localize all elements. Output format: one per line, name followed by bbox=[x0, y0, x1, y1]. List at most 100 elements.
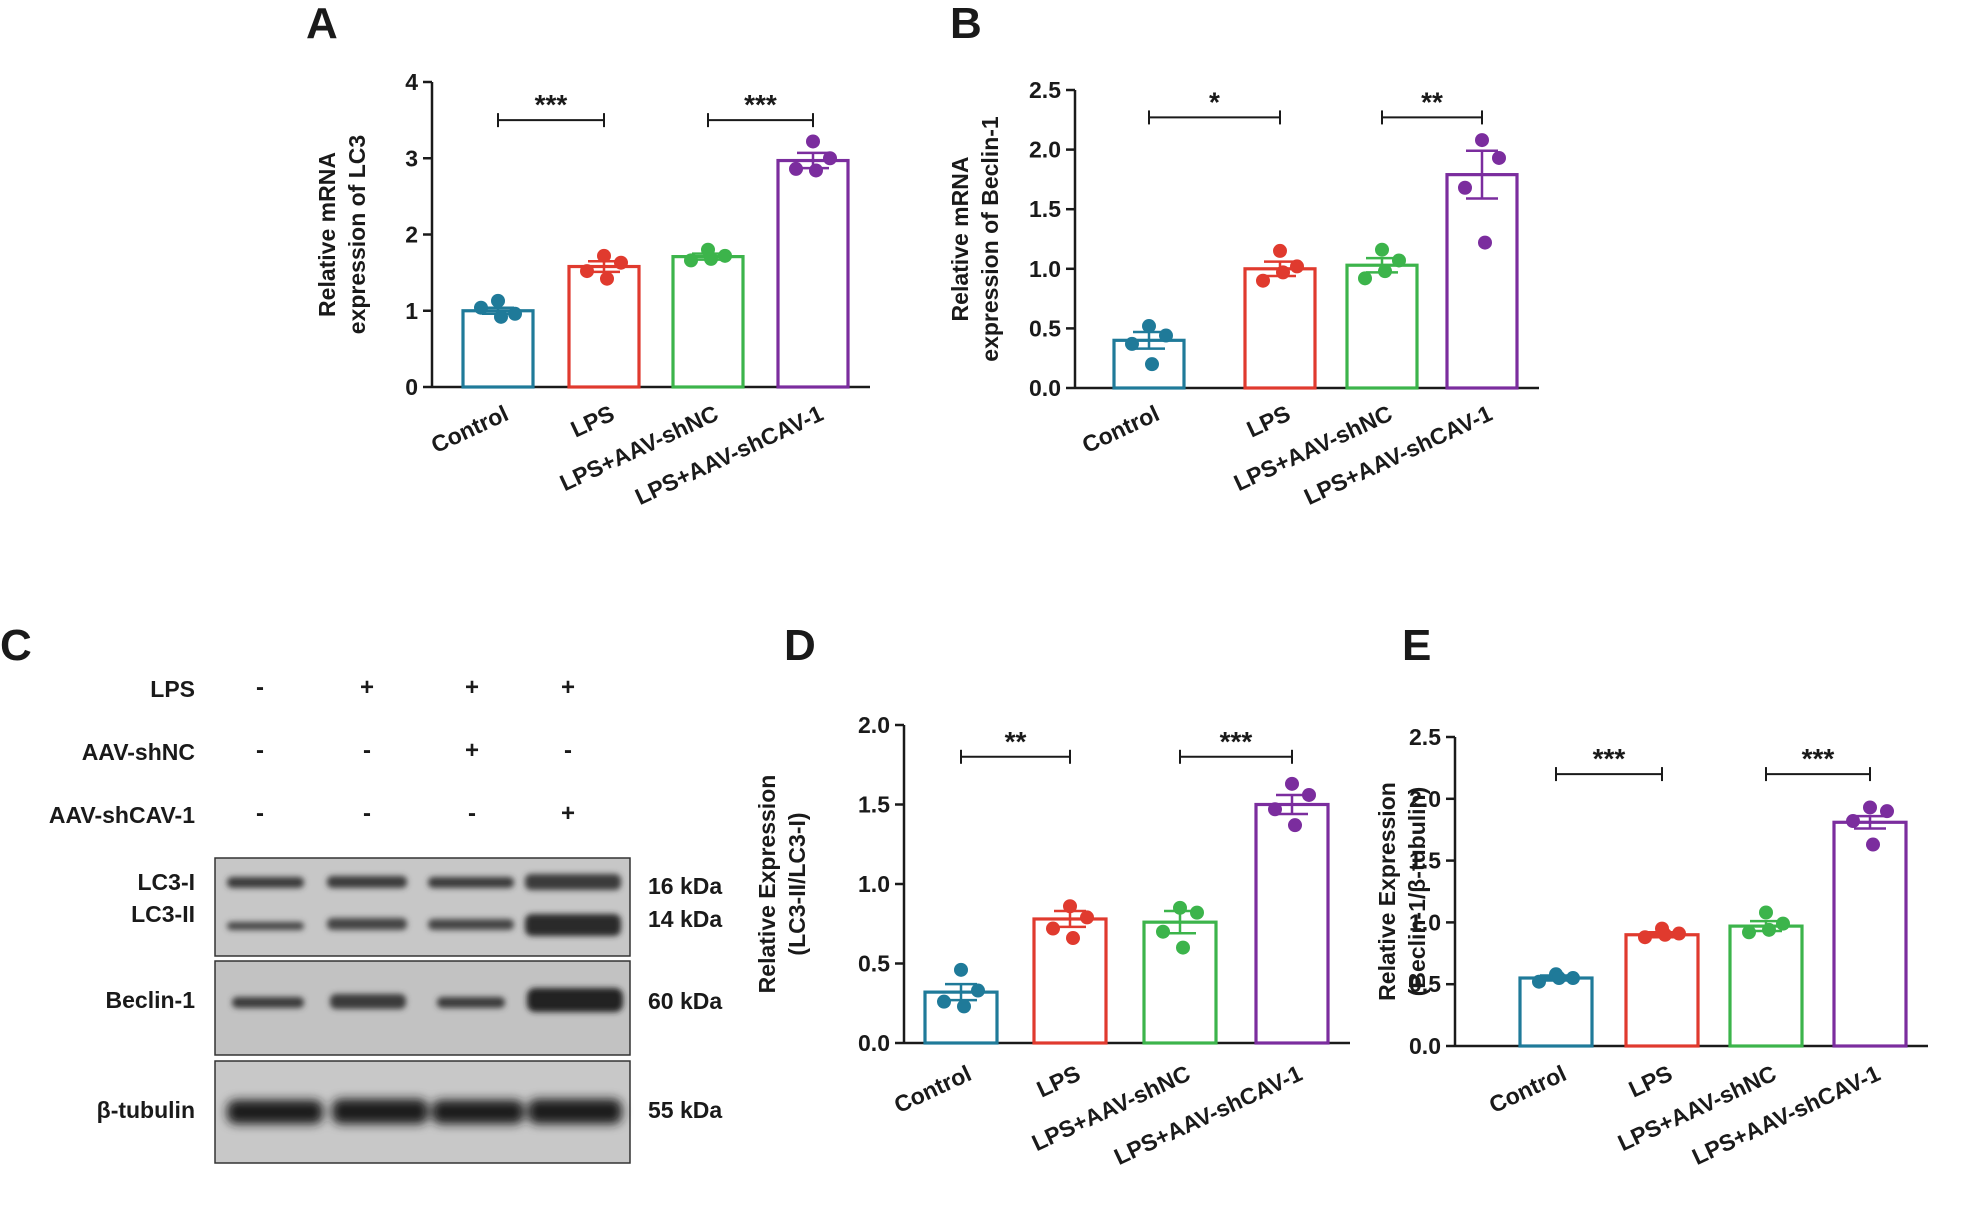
y-tick-label: 1.0 bbox=[1409, 909, 1441, 935]
panel-letter-a: A bbox=[306, 0, 338, 48]
data-point bbox=[1288, 818, 1302, 833]
significance-label: *** bbox=[744, 89, 777, 120]
bar bbox=[1345, 263, 1419, 390]
panel-letter-c: C bbox=[0, 621, 32, 670]
beclin1-band-1 bbox=[232, 997, 304, 1008]
data-point bbox=[1190, 905, 1204, 920]
bar bbox=[1832, 820, 1908, 1048]
data-point bbox=[1290, 259, 1304, 274]
data-point bbox=[491, 293, 505, 308]
significance-label: *** bbox=[535, 89, 568, 120]
significance-label: *** bbox=[1593, 743, 1626, 774]
lc3-i-bands bbox=[227, 874, 621, 890]
shnc-lane-2: - bbox=[363, 737, 371, 764]
data-point bbox=[684, 253, 698, 268]
data-point bbox=[494, 309, 508, 324]
bar bbox=[1624, 933, 1700, 1048]
lps-lane-2: + bbox=[360, 674, 374, 701]
data-point bbox=[1046, 921, 1060, 936]
y-tick-label: 2.0 bbox=[1029, 137, 1061, 163]
data-point bbox=[508, 306, 522, 321]
chart-e: 0.0 0.5 1.0 1.5 2.0 2.5 Relative Expression (Be… bbox=[1374, 724, 1928, 1170]
data-point bbox=[1273, 243, 1287, 258]
tubulin-band-2 bbox=[332, 1099, 428, 1124]
label-lc3-ii: LC3-II bbox=[131, 901, 195, 927]
tubulin-band-4 bbox=[528, 1099, 622, 1124]
y-axis-label: expression of Beclin-1 bbox=[977, 116, 1003, 362]
data-point bbox=[1142, 319, 1156, 334]
lc3-ii-band-4 bbox=[525, 914, 621, 936]
significance-label: ** bbox=[1005, 726, 1027, 757]
y-axis-label: Relative Expression bbox=[1374, 782, 1400, 1001]
lps-lane-1: - bbox=[256, 674, 264, 701]
shcav1-lane-4: + bbox=[561, 800, 575, 827]
y-axis-label: Relative mRNA bbox=[314, 152, 340, 317]
data-point bbox=[1552, 971, 1566, 986]
chart-b: 0.0 0.5 1.0 1.5 2.0 2.5 Relative mRNA expressio… bbox=[947, 77, 1539, 510]
tubulin-band-3 bbox=[432, 1100, 524, 1124]
label-beclin1: Beclin-1 bbox=[106, 987, 196, 1013]
lc3-i-band-1 bbox=[227, 877, 304, 888]
y-axis-label: expression of LC3 bbox=[344, 135, 370, 334]
y-tick-label: 2.0 bbox=[1409, 786, 1441, 812]
significance-label: *** bbox=[1802, 743, 1835, 774]
bar bbox=[1254, 802, 1330, 1045]
bar bbox=[1445, 173, 1519, 390]
bar bbox=[1243, 267, 1317, 390]
data-point bbox=[1759, 905, 1773, 920]
chart-d: 0.0 0.5 1.0 1.5 2.0 Relative Expression (LC3-I… bbox=[754, 712, 1350, 1170]
condition-label-aav-shcav1: AAV-shCAV-1 bbox=[49, 802, 195, 828]
label-lc3-i: LC3-I bbox=[138, 869, 196, 895]
x-tick-label: LPS+AAV-shCAV-1 bbox=[631, 400, 827, 510]
y-tick-label: 2 bbox=[405, 222, 418, 248]
blot-lc3-membrane bbox=[214, 857, 631, 957]
panel-letter-e: E bbox=[1402, 621, 1431, 670]
beclin1-band-3 bbox=[437, 997, 505, 1008]
panel-letter-b: B bbox=[950, 0, 982, 48]
data-point bbox=[600, 271, 614, 286]
data-point bbox=[1658, 927, 1672, 942]
y-tick-label: 0.5 bbox=[1409, 971, 1441, 997]
y-tick-label: 0.5 bbox=[1029, 315, 1061, 341]
shcav1-lane-1: - bbox=[256, 800, 264, 827]
data-point bbox=[474, 300, 488, 315]
tubulin-bands bbox=[227, 1099, 622, 1124]
data-point bbox=[957, 999, 971, 1014]
lc3-i-band-4 bbox=[525, 874, 621, 890]
kda-14: 14 kDa bbox=[648, 906, 722, 932]
data-point bbox=[1672, 926, 1686, 941]
lps-lane-3: + bbox=[465, 674, 479, 701]
data-point bbox=[1066, 931, 1080, 946]
lc3-ii-bands bbox=[227, 914, 621, 936]
y-tick-label: 2.0 bbox=[858, 712, 890, 738]
condition-label-aav-shnc: AAV-shNC bbox=[82, 739, 195, 765]
x-tick-label: LPS+AAV-shCAV-1 bbox=[1688, 1060, 1884, 1170]
data-point bbox=[1375, 242, 1389, 257]
shnc-lane-4: - bbox=[564, 737, 572, 764]
data-point bbox=[1392, 253, 1406, 268]
significance-label: *** bbox=[1220, 726, 1253, 757]
shcav1-lane-3: - bbox=[468, 800, 476, 827]
data-point bbox=[1863, 800, 1877, 815]
y-tick-label: 2.5 bbox=[1029, 77, 1061, 103]
y-axis-label: (Beclin-1/β-tubulin) bbox=[1404, 787, 1430, 997]
bar bbox=[776, 158, 850, 389]
data-point bbox=[1159, 328, 1173, 343]
data-point bbox=[1276, 265, 1290, 280]
data-point bbox=[1378, 264, 1392, 279]
y-tick-label: 1.5 bbox=[858, 792, 890, 818]
data-point bbox=[1475, 133, 1489, 148]
kda-60: 60 kDa bbox=[648, 988, 722, 1014]
data-point bbox=[718, 248, 732, 263]
data-point bbox=[1176, 940, 1190, 955]
data-point bbox=[1145, 357, 1159, 372]
beclin1-band-2 bbox=[330, 994, 406, 1009]
x-tick-label: Control bbox=[1485, 1060, 1570, 1118]
kda-55: 55 kDa bbox=[648, 1097, 722, 1123]
bar bbox=[671, 255, 745, 389]
y-tick-label: 0 bbox=[405, 374, 418, 400]
lc3-ii-band-2 bbox=[327, 918, 407, 930]
shcav1-lane-2: - bbox=[363, 800, 371, 827]
data-point bbox=[1285, 776, 1299, 791]
